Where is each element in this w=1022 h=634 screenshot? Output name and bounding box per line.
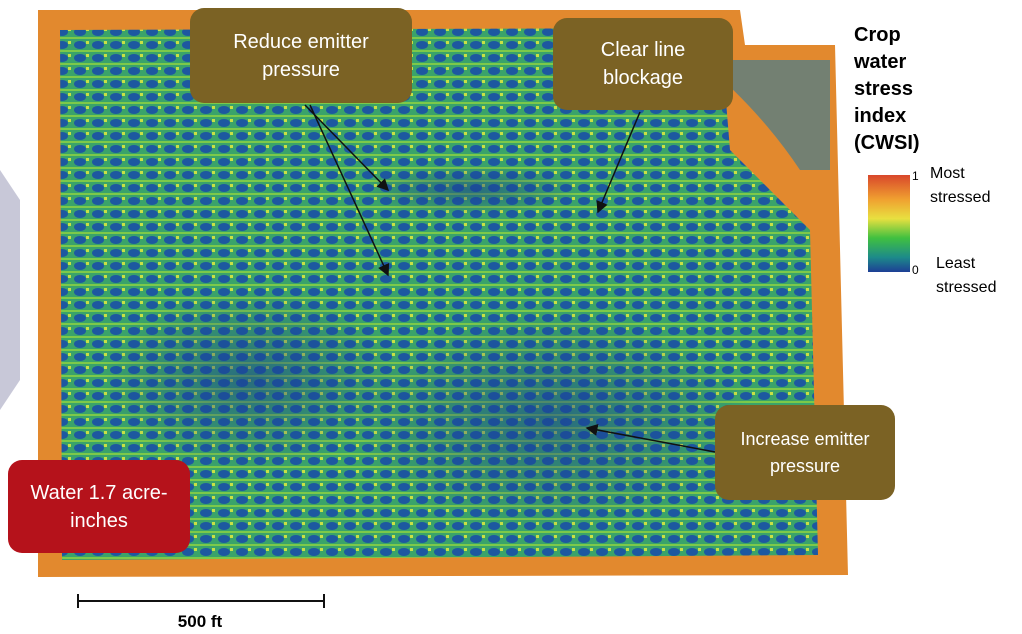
legend-max: 1	[912, 169, 919, 183]
legend-title: Crop water stress index (CWSI)	[854, 22, 934, 157]
page: Reduce emitter pressure Clear line block…	[0, 0, 1022, 634]
callout: Water 1.7 acre-inches	[8, 460, 190, 553]
legend-max-label: Most stressed	[930, 162, 1010, 210]
stress-blob	[360, 165, 580, 215]
legend-min: 0	[912, 263, 919, 277]
color-bar	[868, 175, 910, 272]
legend-min-label: Least stressed	[936, 252, 1016, 300]
callout: Increase emitter pressure	[715, 405, 895, 500]
scale-label: 500 ft	[150, 612, 250, 632]
chevron	[0, 170, 20, 410]
callout: Reduce emitter pressure	[190, 8, 412, 103]
callout: Clear line blockage	[553, 18, 733, 110]
stress-blob	[350, 310, 750, 530]
stress-blob	[100, 290, 400, 470]
